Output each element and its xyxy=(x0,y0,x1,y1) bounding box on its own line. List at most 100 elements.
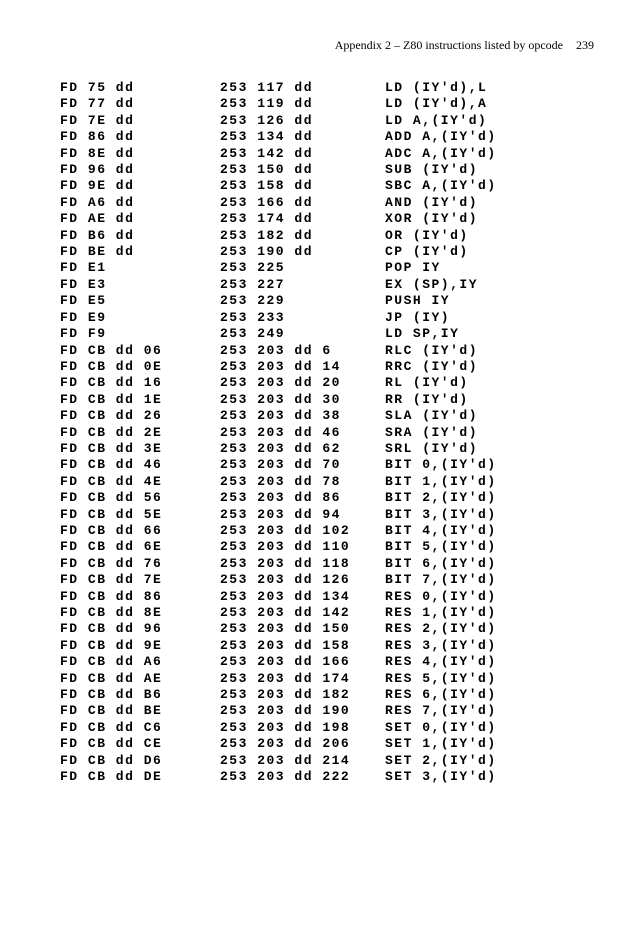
opcode-dec: 253 203 dd 182 xyxy=(220,687,385,703)
opcode-desc: SET 3,(IY'd) xyxy=(385,769,594,785)
opcode-dec: 253 190 dd xyxy=(220,244,385,260)
opcode-desc: LD A,(IY'd) xyxy=(385,113,594,129)
opcode-dec: 253 203 dd 86 xyxy=(220,490,385,506)
opcode-desc: CP (IY'd) xyxy=(385,244,594,260)
opcode-dec: 253 229 xyxy=(220,293,385,309)
opcode-desc: XOR (IY'd) xyxy=(385,211,594,227)
table-row: FD CB dd 9E253 203 dd 158RES 3,(IY'd) xyxy=(60,638,594,654)
opcode-dec: 253 203 dd 20 xyxy=(220,375,385,391)
opcode-dec: 253 182 dd xyxy=(220,228,385,244)
table-row: FD B6 dd253 182 ddOR (IY'd) xyxy=(60,228,594,244)
opcode-dec: 253 203 dd 190 xyxy=(220,703,385,719)
opcode-dec: 253 203 dd 62 xyxy=(220,441,385,457)
opcode-desc: SRA (IY'd) xyxy=(385,425,594,441)
table-row: FD CB dd BE253 203 dd 190RES 7,(IY'd) xyxy=(60,703,594,719)
table-row: FD CB dd DE253 203 dd 222SET 3,(IY'd) xyxy=(60,769,594,785)
table-row: FD CB dd D6253 203 dd 214SET 2,(IY'd) xyxy=(60,753,594,769)
opcode-hex: FD E9 xyxy=(60,310,220,326)
table-row: FD CB dd 86253 203 dd 134RES 0,(IY'd) xyxy=(60,589,594,605)
table-row: FD CB dd 16253 203 dd 20RL (IY'd) xyxy=(60,375,594,391)
opcode-hex: FD 96 dd xyxy=(60,162,220,178)
opcode-dec: 253 203 dd 78 xyxy=(220,474,385,490)
opcode-hex: FD CB dd 1E xyxy=(60,392,220,408)
table-row: FD CB dd 5E253 203 dd 94BIT 3,(IY'd) xyxy=(60,507,594,523)
opcode-dec: 253 158 dd xyxy=(220,178,385,194)
opcode-table-wrap: FD 75 dd253 117 ddLD (IY'd),LFD 77 dd253… xyxy=(60,80,594,785)
opcode-desc: RES 4,(IY'd) xyxy=(385,654,594,670)
table-row: FD 96 dd253 150 ddSUB (IY'd) xyxy=(60,162,594,178)
opcode-desc: PUSH IY xyxy=(385,293,594,309)
table-row: FD 8E dd253 142 ddADC A,(IY'd) xyxy=(60,146,594,162)
opcode-hex: FD CB dd C6 xyxy=(60,720,220,736)
opcode-dec: 253 203 dd 38 xyxy=(220,408,385,424)
opcode-dec: 253 203 dd 166 xyxy=(220,654,385,670)
opcode-desc: AND (IY'd) xyxy=(385,195,594,211)
opcode-desc: BIT 5,(IY'd) xyxy=(385,539,594,555)
table-row: FD 75 dd253 117 ddLD (IY'd),L xyxy=(60,80,594,96)
opcode-dec: 253 119 dd xyxy=(220,96,385,112)
table-row: FD CB dd 8E253 203 dd 142RES 1,(IY'd) xyxy=(60,605,594,621)
opcode-desc: SRL (IY'd) xyxy=(385,441,594,457)
opcode-hex: FD CB dd 96 xyxy=(60,621,220,637)
opcode-hex: FD F9 xyxy=(60,326,220,342)
opcode-desc: RLC (IY'd) xyxy=(385,343,594,359)
opcode-hex: FD E5 xyxy=(60,293,220,309)
opcode-dec: 253 203 dd 94 xyxy=(220,507,385,523)
opcode-hex: FD 9E dd xyxy=(60,178,220,194)
opcode-hex: FD 86 dd xyxy=(60,129,220,145)
opcode-desc: BIT 3,(IY'd) xyxy=(385,507,594,523)
table-row: FD CB dd AE253 203 dd 174RES 5,(IY'd) xyxy=(60,671,594,687)
opcode-desc: LD SP,IY xyxy=(385,326,594,342)
opcode-dec: 253 174 dd xyxy=(220,211,385,227)
opcode-dec: 253 203 dd 158 xyxy=(220,638,385,654)
opcode-hex: FD 75 dd xyxy=(60,80,220,96)
opcode-desc: LD (IY'd),L xyxy=(385,80,594,96)
opcode-hex: FD CB dd 66 xyxy=(60,523,220,539)
opcode-desc: EX (SP),IY xyxy=(385,277,594,293)
table-row: FD CB dd 96253 203 dd 150RES 2,(IY'd) xyxy=(60,621,594,637)
opcode-hex: FD 77 dd xyxy=(60,96,220,112)
opcode-dec: 253 150 dd xyxy=(220,162,385,178)
opcode-desc: SET 2,(IY'd) xyxy=(385,753,594,769)
opcode-desc: RES 1,(IY'd) xyxy=(385,605,594,621)
opcode-dec: 253 203 dd 222 xyxy=(220,769,385,785)
opcode-dec: 253 249 xyxy=(220,326,385,342)
opcode-dec: 253 142 dd xyxy=(220,146,385,162)
opcode-dec: 253 233 xyxy=(220,310,385,326)
opcode-dec: 253 227 xyxy=(220,277,385,293)
opcode-hex: FD 8E dd xyxy=(60,146,220,162)
table-row: FD 77 dd253 119 ddLD (IY'd),A xyxy=(60,96,594,112)
opcode-dec: 253 203 dd 206 xyxy=(220,736,385,752)
opcode-dec: 253 126 dd xyxy=(220,113,385,129)
opcode-desc: RES 7,(IY'd) xyxy=(385,703,594,719)
table-row: FD E5253 229PUSH IY xyxy=(60,293,594,309)
page-number: 239 xyxy=(576,38,594,52)
opcode-hex: FD CB dd 0E xyxy=(60,359,220,375)
opcode-hex: FD CB dd 6E xyxy=(60,539,220,555)
table-row: FD A6 dd253 166 ddAND (IY'd) xyxy=(60,195,594,211)
opcode-hex: FD B6 dd xyxy=(60,228,220,244)
table-row: FD 9E dd253 158 ddSBC A,(IY'd) xyxy=(60,178,594,194)
opcode-desc: SET 0,(IY'd) xyxy=(385,720,594,736)
opcode-desc: SBC A,(IY'd) xyxy=(385,178,594,194)
opcode-dec: 253 134 dd xyxy=(220,129,385,145)
opcode-desc: OR (IY'd) xyxy=(385,228,594,244)
opcode-dec: 253 166 dd xyxy=(220,195,385,211)
table-row: FD CB dd 76253 203 dd 118BIT 6,(IY'd) xyxy=(60,556,594,572)
opcode-hex: FD CB dd 4E xyxy=(60,474,220,490)
opcode-hex: FD CB dd 8E xyxy=(60,605,220,621)
opcode-hex: FD CB dd 3E xyxy=(60,441,220,457)
opcode-hex: FD AE dd xyxy=(60,211,220,227)
table-row: FD CB dd 7E253 203 dd 126BIT 7,(IY'd) xyxy=(60,572,594,588)
table-row: FD CB dd C6253 203 dd 198SET 0,(IY'd) xyxy=(60,720,594,736)
opcode-desc: RRC (IY'd) xyxy=(385,359,594,375)
opcode-desc: POP IY xyxy=(385,260,594,276)
opcode-desc: BIT 0,(IY'd) xyxy=(385,457,594,473)
opcode-hex: FD CB dd 9E xyxy=(60,638,220,654)
opcode-hex: FD CB dd 76 xyxy=(60,556,220,572)
table-row: FD CB dd 26253 203 dd 38SLA (IY'd) xyxy=(60,408,594,424)
opcode-hex: FD CB dd DE xyxy=(60,769,220,785)
opcode-desc: RL (IY'd) xyxy=(385,375,594,391)
opcode-dec: 253 203 dd 214 xyxy=(220,753,385,769)
opcode-dec: 253 225 xyxy=(220,260,385,276)
